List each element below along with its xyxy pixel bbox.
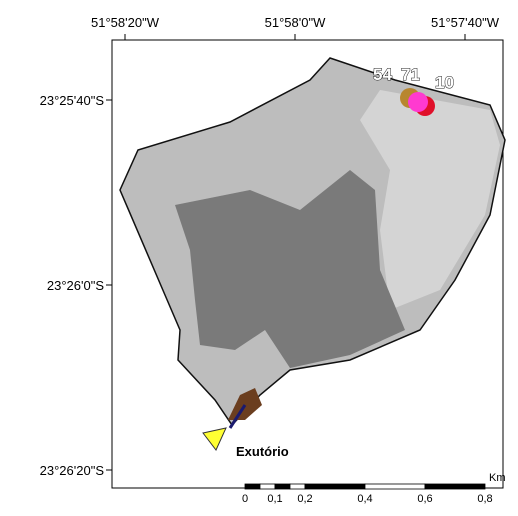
x-label: 51°58'20"W bbox=[91, 15, 160, 30]
scale-label: 0,1 bbox=[267, 493, 282, 505]
outlet-label: Exutório bbox=[236, 444, 289, 459]
scale-bar bbox=[245, 484, 485, 489]
point-label: 10 bbox=[435, 73, 454, 92]
y-label: 23°26'20"S bbox=[40, 463, 105, 478]
x-label: 51°58'0"W bbox=[265, 15, 326, 30]
map: 54 71 10 Exutório 51°58'20"W 51°58'0"W 5… bbox=[0, 0, 518, 516]
scale-label: 0,6 bbox=[417, 493, 432, 505]
scale-unit: Km bbox=[489, 472, 506, 484]
scale-label: 0,8 bbox=[477, 493, 492, 505]
scale-label: 0,2 bbox=[297, 493, 312, 505]
y-label: 23°25'40"S bbox=[40, 93, 105, 108]
y-label: 23°26'0"S bbox=[47, 278, 104, 293]
scale-label: 0 bbox=[242, 493, 248, 505]
point-label: 71 bbox=[401, 65, 420, 84]
x-label: 51°57'40"W bbox=[431, 15, 500, 30]
scale-label: 0,4 bbox=[357, 493, 372, 505]
scale-labels: 0 0,1 0,2 0,4 0,6 0,8 bbox=[242, 493, 493, 505]
point-label: 54 bbox=[373, 65, 392, 84]
point-marker bbox=[408, 92, 428, 112]
